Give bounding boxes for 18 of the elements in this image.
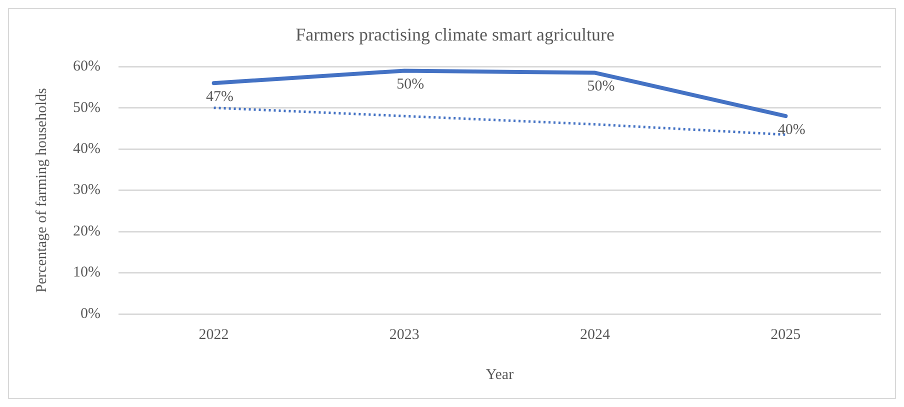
y-tick-label: 0% bbox=[80, 306, 100, 322]
y-tick-label: 40% bbox=[72, 141, 100, 158]
y-tick-label: 30% bbox=[72, 182, 100, 198]
annotation: 47% bbox=[206, 89, 234, 106]
x-tick-label: 2025 bbox=[770, 326, 801, 343]
x-axis-title: Year bbox=[486, 366, 514, 383]
x-tick-label: 2023 bbox=[389, 326, 420, 343]
y-tick-label: 10% bbox=[72, 264, 100, 281]
y-axis-title: Percentage of farming households bbox=[34, 88, 50, 293]
chart-title: Farmers practising climate smart agriculture bbox=[296, 24, 614, 45]
annotation: 50% bbox=[587, 78, 615, 95]
y-tick-label: 60% bbox=[72, 58, 100, 75]
y-tick-label: 20% bbox=[72, 223, 100, 240]
y-tick-label: 50% bbox=[72, 100, 100, 116]
annotation: 50% bbox=[396, 76, 424, 93]
x-tick-label: 2024 bbox=[580, 326, 611, 343]
x-tick-label: 2022 bbox=[198, 326, 229, 343]
annotation: 40% bbox=[778, 122, 806, 138]
